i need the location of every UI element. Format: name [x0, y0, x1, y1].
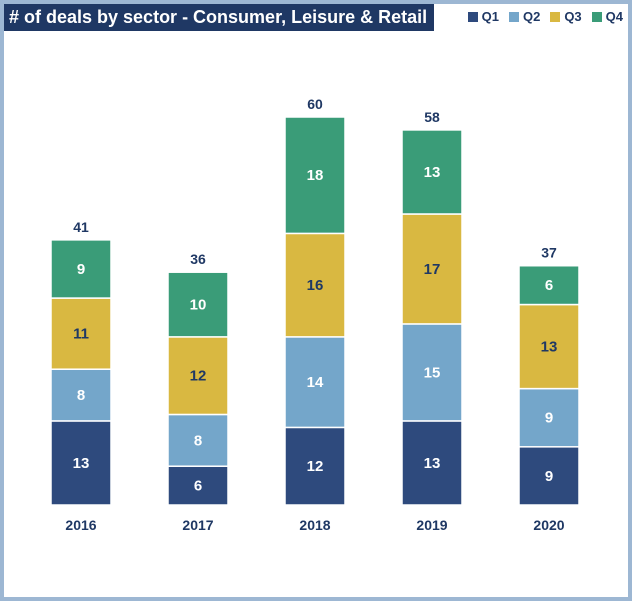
- total-label-2017: 36: [190, 251, 206, 267]
- data-label: 8: [77, 387, 85, 404]
- total-label-2018: 60: [307, 96, 323, 112]
- data-label: 6: [194, 478, 202, 495]
- bar-segment-2020-q4: [518, 264, 580, 306]
- x-tick-label-2020: 2020: [533, 517, 564, 533]
- total-label-2016: 41: [73, 219, 89, 235]
- legend-label: Q2: [522, 9, 541, 24]
- bar-segment-2016-q2: [50, 368, 112, 422]
- bar-segment-2020-q2: [518, 387, 580, 448]
- bar-segment-2018-q2: [284, 336, 346, 429]
- bar-segment-2019-q2: [401, 323, 463, 422]
- legend-item-q3: Q3: [550, 9, 582, 24]
- x-tick-label-2018: 2018: [299, 517, 330, 533]
- data-label: 9: [77, 261, 85, 278]
- chart-title: # of deals by sector - Consumer, Leisure…: [4, 4, 435, 31]
- bar-segment-2016-q1: [50, 420, 112, 506]
- legend-swatch-q4: [591, 11, 602, 22]
- data-label: 15: [424, 364, 441, 381]
- legend-swatch-q1: [467, 11, 478, 22]
- data-label: 16: [307, 277, 324, 294]
- data-label: 17: [424, 261, 441, 278]
- bar-segment-2018-q1: [284, 426, 346, 506]
- data-label: 14: [307, 374, 324, 391]
- total-label-2019: 58: [424, 109, 440, 125]
- bar-segment-2019-q3: [401, 213, 463, 325]
- bar-segment-2017-q1: [167, 465, 229, 506]
- data-label: 13: [424, 455, 441, 472]
- data-label: 8: [194, 432, 202, 449]
- x-tick-label-2019: 2019: [416, 517, 447, 533]
- total-label-2020: 37: [541, 245, 557, 261]
- data-label: 13: [541, 339, 558, 356]
- legend-label: Q4: [605, 9, 623, 24]
- data-label: 9: [545, 410, 553, 427]
- legend-swatch-q2: [508, 11, 519, 22]
- legend: Q1 Q2 Q3 Q4: [467, 9, 623, 24]
- legend-item-q4: Q4: [591, 9, 623, 24]
- legend-swatch-q3: [550, 11, 561, 22]
- bar-segment-2019-q1: [401, 420, 463, 506]
- data-label: 9: [545, 468, 553, 485]
- bar-segment-2018-q4: [284, 116, 346, 235]
- x-tick-label-2017: 2017: [182, 517, 213, 533]
- bar-segment-2017-q4: [167, 271, 229, 338]
- data-label: 6: [545, 277, 553, 294]
- data-label: 12: [307, 458, 324, 475]
- data-label: 12: [190, 368, 207, 385]
- bar-segment-2016-q4: [50, 239, 112, 299]
- bar-segment-2016-q3: [50, 297, 112, 370]
- bar-segment-2019-q4: [401, 129, 463, 215]
- legend-item-q1: Q1: [467, 9, 499, 24]
- legend-label: Q1: [481, 9, 499, 24]
- data-label: 10: [190, 297, 207, 314]
- data-label: 13: [424, 164, 441, 181]
- bar-segment-2017-q2: [167, 413, 229, 467]
- bar-segment-2020-q3: [518, 303, 580, 390]
- bar-segment-2020-q1: [518, 446, 580, 506]
- legend-label: Q3: [564, 9, 582, 24]
- legend-item-q2: Q2: [508, 9, 541, 24]
- data-label: 11: [73, 326, 89, 343]
- data-label: 13: [73, 455, 90, 472]
- x-tick-label-2016: 2016: [65, 517, 96, 533]
- data-label: 18: [307, 167, 324, 184]
